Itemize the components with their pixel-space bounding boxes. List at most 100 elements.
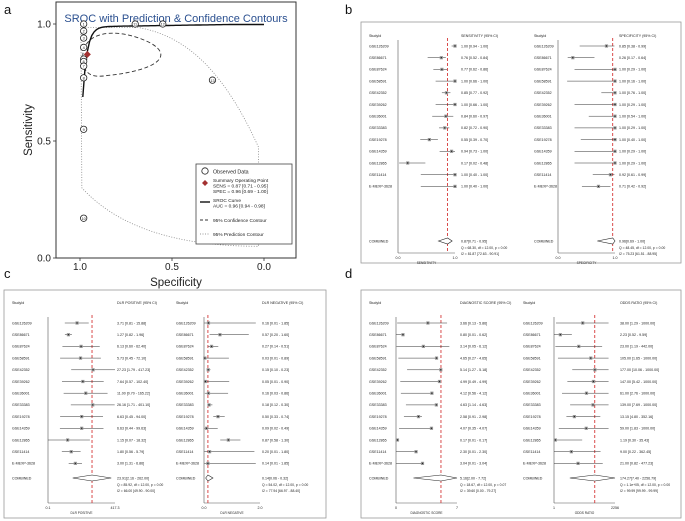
forest-dlr-negative-value-label: 0.15 [0.10 - 0.23]: [262, 368, 289, 372]
forest-dlr-positive-combined-value: 23.91[2.16 - 262.00]: [117, 476, 149, 480]
forest-diagnostic-score-value-label: 0.17 [0.01 - 0.17]: [460, 438, 487, 442]
forest-dlr-positive-combined-label: COMBINED: [12, 476, 32, 480]
forest-dlr-positive-estimate-dot: [82, 380, 84, 383]
forest-dlr-negative-study-label: GSE87624: [176, 345, 194, 349]
forest-sensitivity-study-label: GSE58591: [369, 79, 387, 83]
sroc-point-label: 7: [83, 65, 85, 69]
forest-plots: StudyId SENSITIVITY (95% CI) 0.0 1.0 SENSITI…: [12, 34, 670, 515]
forest-odds-ratio-study-label: GSE11414: [523, 450, 540, 454]
forest-diagnostic-score-i2-stat: I2 = 39.60 [0.00 - 79.27]: [460, 489, 496, 493]
forest-dlr-positive-i2-stat: I2 = 66.00 [49.90 - 90.00]: [117, 489, 155, 493]
forest-specificity-estimate-dot: [609, 174, 612, 176]
forest-dlr-positive-value-label: 26.16 [1.71 - 401.10]: [117, 403, 150, 407]
forest-odds-ratio-estimate-dot: [577, 462, 579, 465]
forest-specificity-study-label: GSE39262: [534, 103, 552, 107]
forest-specificity-study-label: GSE33383: [534, 126, 552, 130]
forest-dlr-positive-estimate-dot: [79, 357, 82, 359]
forest-diagnostic-score-estimate-dot: [430, 427, 433, 429]
forest-dlr-negative-study-label: E-MEXP-3628: [176, 462, 199, 466]
forest-sensitivity-q-stat: Q = 68.30, df = 12.00, p = 0.00: [461, 246, 507, 250]
sroc-ylabel: Sensitivity: [23, 104, 35, 156]
forest-dlr-positive-estimate-dot: [80, 345, 82, 348]
forest-diagnostic-score-estimate-dot: [431, 392, 433, 394]
forest-diagnostic-score-estimate-dot: [435, 357, 438, 359]
forest-sensitivity-estimate-dot: [450, 150, 453, 152]
forest-diagnostic-score-study-label: GSE58591: [369, 356, 387, 360]
forest-sensitivity-estimate-dot: [444, 127, 446, 129]
forest-odds-ratio-q-stat: Q = 1.1e+05, df = 12.00, p = 0.00: [620, 483, 670, 487]
forest-odds-ratio-studyid-header: StudyId: [523, 301, 535, 305]
forest-sensitivity-studyid-header: StudyId: [369, 34, 381, 38]
forest-specificity-value-label: 1.00 [0.29 - 1.00]: [619, 68, 646, 72]
forest-sensitivity-estimate-dot: [454, 174, 456, 176]
forest-odds-ratio-value-label: 105.00 [1.65 - 1000.00]: [620, 356, 657, 360]
forest-specificity-combined-diamond: [597, 237, 616, 245]
forest-sensitivity-value-label: 0.77 [0.62 - 0.86]: [461, 68, 488, 72]
sroc-point-label: 11: [133, 23, 137, 27]
forest-specificity-study-label: E-MEXP-3628: [534, 185, 557, 189]
sroc-point-label: 10: [82, 217, 86, 221]
forest-odds-ratio-estimate-dot: [582, 322, 584, 324]
forest-sensitivity-value-label: 1.00 [0.94 - 1.00]: [461, 44, 488, 48]
forest-specificity-value-label: 0.92 [0.61 - 0.99]: [619, 173, 646, 177]
sroc-ytick-label: 0.5: [37, 137, 51, 148]
forest-dlr-positive-estimate-dot: [66, 439, 69, 441]
forest-dlr-positive-studyid-header: StudyId: [12, 301, 24, 305]
sroc-xtick-label: 1.0: [73, 262, 87, 273]
forest-dlr-negative-axis-min: 0.0: [202, 506, 207, 510]
forest-specificity-value-label: 1.00 [0.29 - 1.00]: [619, 150, 646, 154]
forest-odds-ratio-combined-value: 174.27[7.40 - 2256.79]: [620, 476, 656, 480]
sroc-point: [80, 27, 88, 35]
forest-sensitivity-study-label: GSE19278: [369, 138, 387, 142]
forest-odds-ratio-study-label: GSE12865: [523, 438, 541, 442]
forest-sensitivity-study-label: GSE87624: [369, 68, 387, 72]
forest-odds-ratio-value-label: 23.00 [1.19 - 442.00]: [620, 345, 653, 349]
forest-dlr-negative-value-label: 0.87 [0.58 - 1.30]: [262, 438, 289, 442]
forest-diagnostic-score-estimate-dot: [402, 334, 404, 336]
sroc-xtick-label: 0.0: [257, 262, 271, 273]
sroc-point: [80, 214, 88, 222]
forest-sensitivity-study-label: GSE39262: [369, 103, 387, 107]
forest-diagnostic-score-estimate-dot: [421, 462, 424, 465]
forest-dlr-positive-study-label: GSE86671: [12, 333, 30, 337]
forest-odds-ratio-i2-stat: I2 = 99.99 [99.99 - 99.99]: [620, 489, 658, 493]
forest-diagnostic-score-studyid-header: StudyId: [369, 301, 381, 305]
forest-diagnostic-score-value-label: 5.14 [1.27 - 5.18]: [460, 368, 487, 372]
forest-dlr-positive-axis-label: DLR POSITIVE: [71, 511, 93, 515]
forest-specificity-combined-value: 0.96[0.69 - 1.00]: [619, 239, 645, 243]
forest-odds-ratio-metric-header: ODDS RATIO (95% CI): [620, 301, 657, 305]
forest-odds-ratio-study-label: GSE39262: [523, 380, 541, 384]
forest-dlr-positive-estimate-dot: [92, 404, 94, 406]
forest-diagnostic-score-value-label: 4.63 [1.14 - 4.63]: [460, 403, 487, 407]
forest-diagnostic-score-study-label: GSE11414: [369, 450, 386, 454]
panel-c-frame: [3, 289, 327, 519]
forest-dlr-negative-value-label: 0.16 [0.03 - 0.86]: [262, 392, 289, 396]
sroc-summary-point: [83, 50, 91, 58]
forest-diagnostic-score-value-label: 3.66 [0.13 - 5.86]: [460, 321, 487, 325]
forest-dlr-negative-axis-label: DLR NEGATIVE: [220, 511, 243, 515]
forest-dlr-negative-combined-value: 0.14[0.06 - 0.32]: [262, 476, 288, 480]
forest-specificity-estimate-dot: [572, 57, 574, 59]
forest-sensitivity-i2-stat: I2 = 81.87 [72.63 - 90.91]: [461, 252, 499, 256]
forest-odds-ratio-value-label: 59.00 [1.83 - 1000.00]: [620, 427, 655, 431]
forest-dlr-negative-value-label: 0.50 [0.33 - 0.74]: [262, 415, 289, 419]
sroc-point: [80, 34, 88, 42]
forest-odds-ratio-study-label: GSE58591: [523, 356, 541, 360]
forest-dlr-negative-estimate-dot: [208, 451, 211, 453]
forest-specificity-axis-label: SPECIFICITY: [577, 261, 598, 265]
forest-sensitivity-metric-header: SENSITIVITY (95% CI): [461, 34, 498, 38]
forest-odds-ratio-value-label: 61.00 [2.76 - 1000.00]: [620, 392, 655, 396]
panel-b-frame: [360, 21, 682, 264]
panel-label-b: b: [345, 2, 352, 17]
forest-specificity-estimate-dot: [605, 45, 608, 47]
forest-diagnostic-score-value-label: 3.14 [0.05 - 6.12]: [460, 345, 487, 349]
forest-dlr-negative-value-label: 0.57 [0.20 - 1.60]: [262, 333, 289, 337]
forest-diagnostic-score-study-label: GSE39262: [369, 380, 387, 384]
forest-sensitivity-estimate-dot: [454, 103, 456, 106]
forest-diagnostic-score: StudyId DIAGNOSTIC SCORE (95% CI) 0 7 DIAGNO…: [369, 301, 511, 515]
forest-dlr-negative-estimate-dot: [205, 427, 208, 429]
forest-specificity-metric-header: SPECIFICITY (95% CI): [619, 34, 656, 38]
forest-specificity-value-label: 1.00 [0.29 - 1.00]: [619, 126, 646, 130]
forest-diagnostic-score-metric-header: DIAGNOSTIC SCORE (95% CI): [460, 301, 511, 305]
forest-dlr-positive-study-label: GSE58591: [12, 356, 30, 360]
